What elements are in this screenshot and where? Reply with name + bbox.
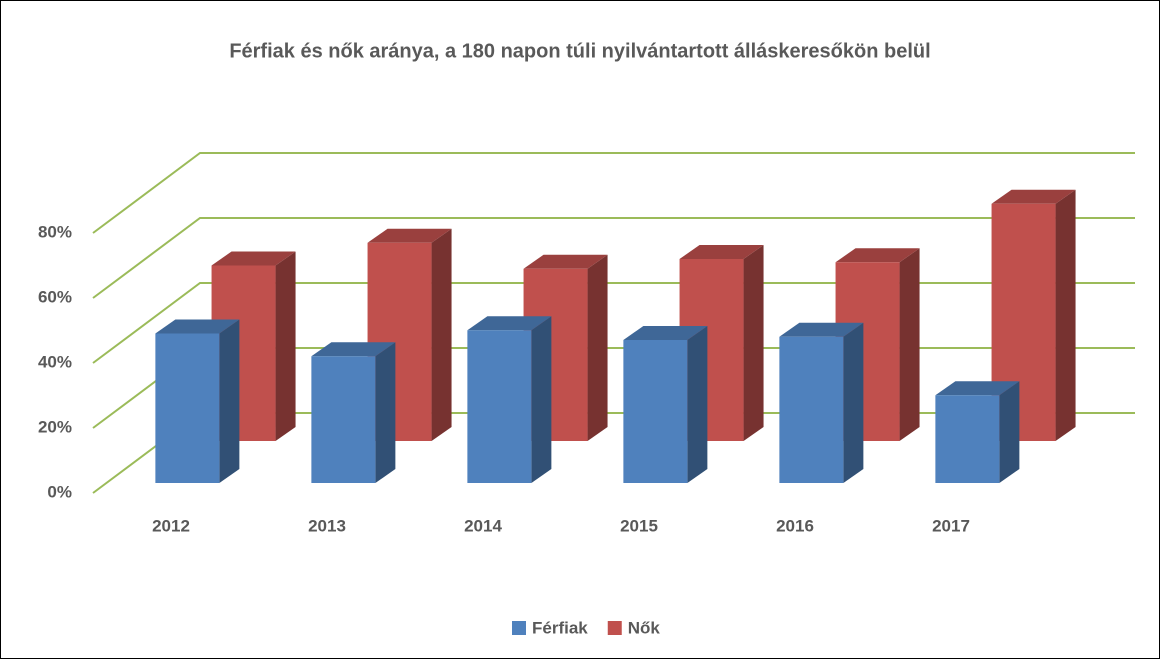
chart-title: Férfiak és nők aránya, a 180 napon túli … — [229, 40, 930, 62]
bar-side — [899, 248, 920, 441]
bar-side — [531, 316, 552, 483]
bar-top — [679, 245, 764, 259]
bar-top — [367, 228, 452, 243]
bar-top — [991, 189, 1076, 204]
bar-side — [431, 228, 452, 441]
bar-top — [779, 322, 864, 337]
legend-swatch — [607, 621, 622, 635]
bar-top — [835, 248, 920, 263]
bar-side — [275, 251, 296, 441]
y-tick-label: 20% — [38, 417, 72, 436]
bar-top — [623, 326, 708, 340]
bar-top — [467, 316, 552, 331]
bar-top — [211, 251, 296, 266]
y-tick-label: 40% — [38, 352, 72, 371]
x-tick-label: 2017 — [932, 516, 970, 535]
bar-side — [1055, 189, 1076, 441]
grid-line — [92, 152, 1135, 234]
bar-top — [523, 254, 608, 269]
x-tick-label: 2016 — [776, 516, 814, 535]
bar-side — [843, 322, 864, 483]
y-tick-label: 0% — [47, 482, 72, 501]
bar-top — [311, 342, 396, 357]
legend-swatch — [512, 621, 526, 635]
y-tick-label: 80% — [38, 222, 72, 241]
x-tick-label: 2014 — [464, 516, 502, 535]
bar-side — [587, 254, 608, 441]
bar-side — [687, 326, 708, 483]
y-tick-label: 60% — [38, 287, 72, 306]
bar — [155, 333, 220, 483]
bar — [623, 340, 688, 483]
bar-side — [999, 381, 1020, 483]
bar — [467, 330, 532, 483]
bar-top — [155, 319, 240, 334]
x-tick-label: 2012 — [152, 516, 190, 535]
grid-line — [92, 217, 1135, 299]
bar — [935, 395, 1000, 483]
grid-line — [92, 282, 1135, 364]
bar — [311, 356, 376, 483]
x-tick-label: 2013 — [308, 516, 346, 535]
bar-top — [935, 381, 1020, 396]
legend-label: Nők — [628, 618, 661, 637]
x-tick-label: 2015 — [620, 516, 658, 535]
bar-side — [743, 245, 764, 441]
legend-label: Férfiak — [532, 618, 588, 637]
bar-side — [375, 342, 396, 483]
bar — [779, 336, 844, 483]
bar-side — [219, 319, 240, 483]
